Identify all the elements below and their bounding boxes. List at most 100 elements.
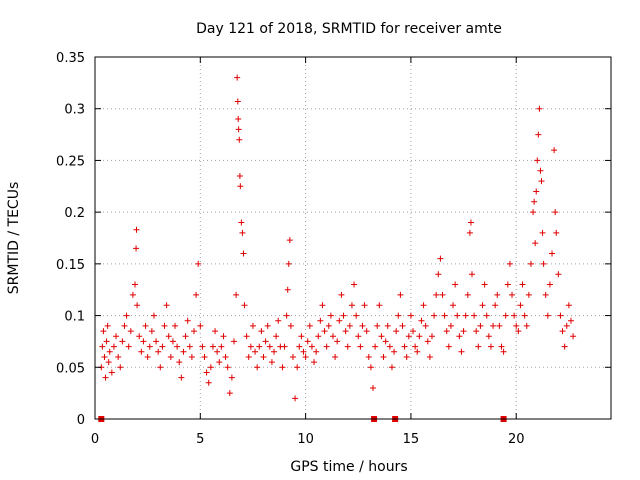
data-point xyxy=(238,219,245,226)
data-point xyxy=(467,219,474,226)
data-point xyxy=(355,333,362,340)
data-point xyxy=(496,322,503,329)
data-point xyxy=(315,333,322,340)
data-point xyxy=(133,226,140,233)
data-point xyxy=(424,338,431,345)
data-point xyxy=(319,302,326,309)
data-point xyxy=(487,343,494,350)
data-point xyxy=(113,333,120,340)
data-point xyxy=(159,343,166,350)
data-point xyxy=(234,98,241,105)
data-point xyxy=(247,343,254,350)
data-point xyxy=(234,74,241,81)
data-point xyxy=(133,245,140,252)
data-point xyxy=(224,364,231,371)
data-point xyxy=(376,302,383,309)
data-point xyxy=(169,338,176,345)
data-point xyxy=(106,348,113,355)
data-point xyxy=(266,343,273,350)
data-point xyxy=(201,353,208,360)
data-point xyxy=(426,353,433,360)
data-point xyxy=(329,333,336,340)
data-point xyxy=(443,328,450,335)
data-point xyxy=(397,291,404,298)
data-point xyxy=(555,271,562,278)
data-point xyxy=(534,157,541,164)
data-point xyxy=(399,322,406,329)
data-point xyxy=(153,338,160,345)
data-point xyxy=(422,322,429,329)
data-point xyxy=(570,333,577,340)
data-point xyxy=(231,338,238,345)
data-point xyxy=(393,328,400,335)
data-point xyxy=(327,312,334,319)
data-point xyxy=(525,291,532,298)
data-point xyxy=(544,312,551,319)
data-point xyxy=(483,312,490,319)
chart-title: Day 121 of 2018, SRMTID for receiver amt… xyxy=(196,21,502,37)
data-point xyxy=(176,359,183,366)
data-point xyxy=(485,333,492,340)
data-point xyxy=(447,322,454,329)
data-point xyxy=(186,343,193,350)
data-point xyxy=(273,333,280,340)
data-point xyxy=(285,260,292,267)
data-point xyxy=(479,302,486,309)
data-point xyxy=(311,359,318,366)
data-point xyxy=(531,198,538,205)
data-point xyxy=(236,172,243,179)
data-point xyxy=(565,302,572,309)
data-point xyxy=(452,281,459,288)
data-point xyxy=(302,353,309,360)
data-point xyxy=(313,348,320,355)
data-point xyxy=(167,353,174,360)
data-point xyxy=(521,312,528,319)
data-point xyxy=(101,353,108,360)
y-tick-label: 0.15 xyxy=(56,258,85,273)
data-point xyxy=(292,395,299,402)
data-point xyxy=(511,312,518,319)
data-point xyxy=(174,343,181,350)
data-point xyxy=(513,322,520,329)
data-point xyxy=(279,364,286,371)
data-point xyxy=(567,317,574,324)
data-point xyxy=(340,312,347,319)
data-point xyxy=(237,183,244,190)
data-point xyxy=(344,343,351,350)
data-point xyxy=(557,312,564,319)
axis-ticks: 0 0.05 0.1 0.15 0.2 0.25 0.3 0.35 0 5 10 15 20 xyxy=(56,51,611,447)
data-point xyxy=(536,105,543,112)
data-point xyxy=(439,291,446,298)
data-point xyxy=(110,343,117,350)
data-point xyxy=(241,302,248,309)
data-point xyxy=(268,359,275,366)
data-point xyxy=(207,364,214,371)
data-point xyxy=(235,116,242,123)
data-point xyxy=(306,322,313,329)
data-point xyxy=(103,338,110,345)
data-point xyxy=(407,312,414,319)
data-point xyxy=(275,317,282,324)
y-tick-label: 0 xyxy=(77,413,85,428)
data-point xyxy=(287,322,294,329)
data-point xyxy=(142,322,149,329)
data-point xyxy=(388,364,395,371)
data-point xyxy=(346,322,353,329)
data-point xyxy=(414,348,421,355)
data-point xyxy=(249,322,256,329)
data-point xyxy=(125,343,132,350)
data-point xyxy=(468,271,475,278)
data-point xyxy=(140,338,147,345)
data-point xyxy=(144,353,151,360)
data-point xyxy=(218,343,225,350)
data-point xyxy=(123,312,130,319)
data-point xyxy=(321,328,328,335)
data-point xyxy=(182,333,189,340)
data-point xyxy=(197,322,204,329)
data-point xyxy=(498,343,505,350)
data-point xyxy=(245,353,252,360)
data-point xyxy=(552,209,559,216)
data-point xyxy=(481,281,488,288)
data-point xyxy=(236,136,243,143)
data-point xyxy=(380,353,387,360)
